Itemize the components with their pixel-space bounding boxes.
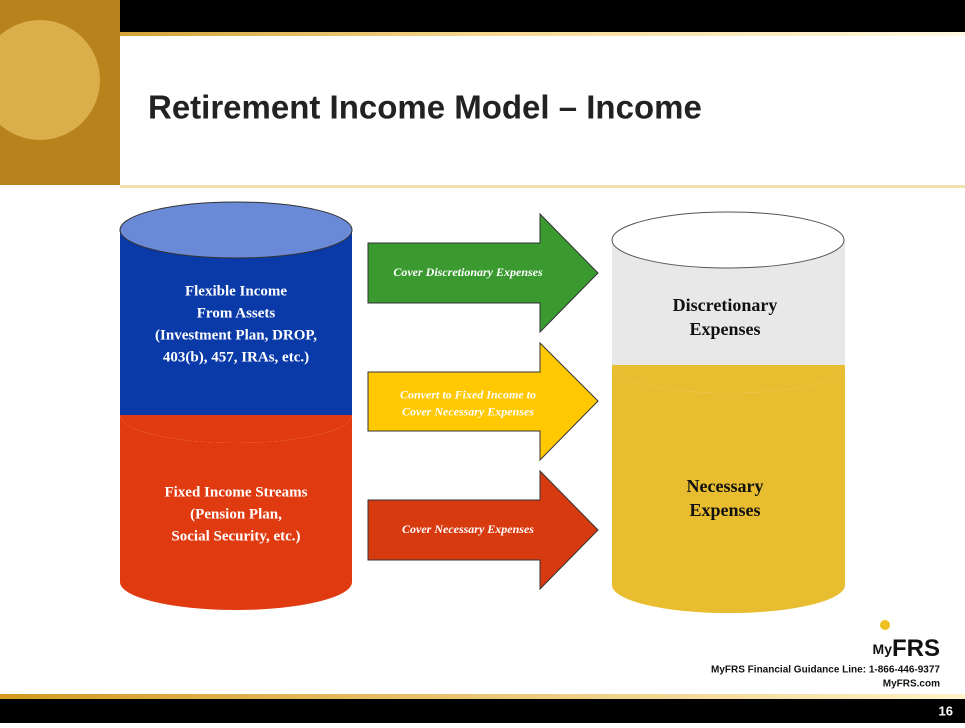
bottom-bar [0,699,965,723]
logo-frs: FRS [892,635,940,662]
arrow-label: Cover Necessary Expenses [402,404,534,418]
left-top-cap [119,201,353,259]
title: Retirement Income Model – Income [148,89,702,126]
left-top-text: (Investment Plan, DROP, [155,327,317,343]
arrow-label: Cover Necessary Expenses [402,522,534,536]
right-top-body [612,240,845,365]
right-top-text: Discretionary [673,295,778,315]
site: MyFRS.com [883,679,940,690]
logo: MyFRS [873,635,940,662]
left-top-text: From Assets [197,305,276,321]
arrow-label: Convert to Fixed Income to [400,387,536,401]
left-bottom-text: Fixed Income Streams [164,484,307,500]
left-bottom-text: Social Security, etc.) [171,528,300,544]
left-bottom-text: (Pension Plan, [190,506,282,522]
left-top-text: Flexible Income [185,283,287,299]
clock-face [0,20,100,140]
left-top-body [120,230,352,415]
page-number: 16 [939,703,953,718]
right-top-text: Expenses [689,319,760,339]
top-stripe [0,32,965,36]
left-divider [120,415,352,443]
left-top-text: 403(b), 457, IRAs, etc.) [163,349,309,365]
arrow-yellow [367,341,599,462]
bottom-stripe [0,694,965,699]
left-bottom-body [120,415,352,610]
right-divider [612,365,845,394]
arrow-label: Cover Discretionary Expenses [393,265,543,279]
guidance-line: MyFRS Financial Guidance Line: 1-866-446… [711,665,940,676]
right-bottom-body [612,365,845,614]
right-bottom-text: Necessary [687,476,764,496]
arrow-red [367,469,599,591]
top-bar [0,0,965,32]
logo-sun [880,620,890,630]
arrow-green [367,212,599,334]
right-bottom-text: Expenses [689,500,760,520]
logo-my: My [873,641,893,657]
right-top-cap [611,211,845,269]
title-rule [120,185,965,188]
